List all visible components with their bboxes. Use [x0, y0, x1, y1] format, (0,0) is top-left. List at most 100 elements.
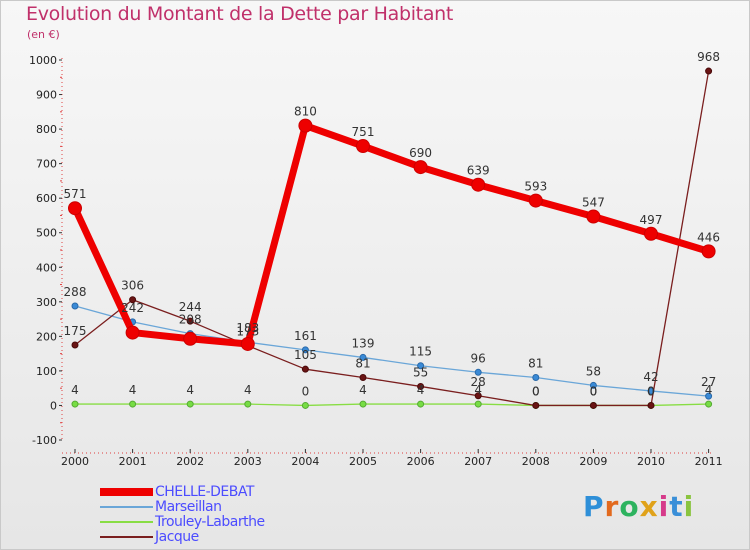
data-label: 27	[701, 375, 716, 389]
x-tick-label: 2006	[407, 455, 435, 468]
data-label: 4	[71, 383, 79, 397]
data-point-chelle-debat	[471, 177, 486, 192]
y-tick-label: -100	[32, 434, 57, 447]
x-tick-label: 2011	[695, 455, 723, 468]
legend-item: CHELLE-DEBAT	[100, 483, 265, 500]
data-point-chelle-debat	[413, 160, 428, 175]
legend-swatch-line	[100, 535, 153, 538]
data-point-trouley-labarthe	[359, 400, 367, 408]
data-label: 0	[532, 384, 540, 398]
data-label: 81	[528, 356, 543, 370]
x-tick-label: 2009	[579, 455, 607, 468]
data-point-jacque	[532, 401, 540, 409]
legend-swatch-line	[100, 505, 153, 508]
legend-label: Marseillan	[155, 498, 222, 515]
y-tick-label: 500	[36, 227, 57, 240]
y-tick-label: 600	[36, 192, 57, 205]
data-point-jacque	[474, 392, 482, 400]
data-label: 28	[471, 375, 486, 389]
data-label: 161	[294, 329, 317, 343]
data-label: 244	[179, 300, 202, 314]
data-point-jacque	[129, 296, 137, 304]
data-point-chelle-debat	[701, 244, 716, 259]
data-label: 4	[186, 383, 194, 397]
data-label: 96	[471, 351, 486, 365]
data-label: 208	[179, 313, 202, 327]
data-point-jacque	[647, 401, 655, 409]
data-label: 183	[236, 321, 259, 335]
data-point-jacque	[589, 401, 597, 409]
data-label: 55	[413, 365, 428, 379]
data-point-trouley-labarthe	[417, 400, 425, 408]
data-point-chelle-debat	[68, 201, 82, 216]
data-point-jacque	[417, 382, 425, 390]
data-point-jacque	[359, 373, 367, 381]
data-label: 810	[294, 105, 317, 119]
chart-subtitle: (en €)	[27, 28, 60, 41]
legend-label: CHELLE-DEBAT	[155, 483, 254, 500]
logo-letter: o	[619, 490, 640, 523]
y-tick-label: 0	[50, 399, 57, 412]
data-label: 690	[409, 146, 432, 160]
x-tick-label: 2007	[464, 455, 492, 468]
data-point-jacque	[705, 67, 713, 75]
chart-legend: CHELLE-DEBAT Marseillan Trouley-Labarthe Ja…	[100, 483, 265, 545]
x-tick-label: 2008	[522, 455, 550, 468]
series-line-jacque	[74, 70, 710, 407]
y-tick-label: 100	[36, 365, 57, 378]
data-point-marseillan	[359, 353, 367, 361]
legend-swatch	[100, 535, 153, 538]
data-point-marseillan	[589, 381, 597, 389]
data-label: 571	[64, 187, 87, 201]
data-label: 242	[121, 301, 144, 315]
data-label: 288	[64, 285, 87, 299]
data-point-chelle-debat	[586, 209, 601, 224]
data-point-trouley-labarthe	[129, 400, 137, 408]
series-line-chelle-debat	[71, 122, 713, 348]
data-point-marseillan	[301, 346, 309, 354]
legend-label: Jacque	[155, 528, 199, 545]
data-label: 0	[590, 384, 598, 398]
data-point-trouley-labarthe	[705, 400, 713, 408]
data-label: 81	[355, 356, 370, 370]
data-label: 306	[121, 279, 144, 293]
y-tick-label: 300	[36, 296, 57, 309]
data-point-chelle-debat	[356, 139, 370, 154]
legend-swatch	[100, 505, 153, 508]
data-label: 0	[532, 384, 540, 398]
y-tick-label: 1000	[29, 54, 57, 67]
legend-swatch	[100, 520, 153, 523]
data-point-marseillan	[705, 392, 713, 400]
data-label: 4	[705, 383, 713, 397]
data-point-jacque	[186, 317, 194, 325]
data-point-jacque	[301, 365, 309, 373]
data-label: 446	[697, 230, 720, 244]
data-point-marseillan	[532, 373, 540, 381]
data-label: 4	[129, 383, 137, 397]
series-line-marseillan	[74, 305, 710, 397]
proxiti-logo: Proxiti	[583, 490, 694, 523]
x-tick-label: 2000	[61, 455, 89, 468]
data-point-chelle-debat	[240, 336, 255, 351]
data-point-jacque	[71, 341, 79, 349]
data-label: 968	[697, 50, 720, 64]
data-label: 0	[647, 384, 655, 398]
data-label: 0	[590, 384, 598, 398]
y-tick-label: 700	[36, 158, 57, 171]
data-point-chelle-debat	[183, 331, 198, 346]
legend-item: Jacque	[100, 528, 265, 545]
data-label: 4	[244, 383, 252, 397]
data-label: 0	[302, 384, 310, 398]
data-label: 639	[467, 164, 490, 178]
data-point-trouley-labarthe	[244, 400, 252, 408]
logo-letter: r	[604, 490, 620, 523]
x-tick-label: 2005	[349, 455, 377, 468]
data-label: 115	[409, 345, 432, 359]
y-tick-label: 800	[36, 123, 57, 136]
data-point-marseillan	[474, 368, 482, 376]
data-label: 4	[474, 383, 482, 397]
data-label: 173	[236, 325, 259, 339]
data-label: 58	[586, 364, 601, 378]
data-point-marseillan	[417, 362, 425, 370]
